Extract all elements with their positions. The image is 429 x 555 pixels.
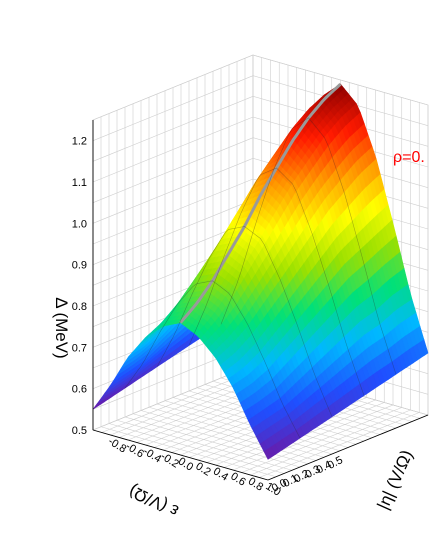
grid-line bbox=[92, 199, 254, 265]
annotation-label: ρ=0. bbox=[393, 149, 425, 166]
y-axis-line bbox=[267, 414, 429, 481]
z-tick-label: 0.9 bbox=[72, 260, 87, 272]
z-tick-label: 0.8 bbox=[72, 301, 87, 313]
grid-line bbox=[148, 406, 325, 458]
contour-line bbox=[220, 117, 397, 375]
x-axis-title: ε (V/Ω) bbox=[126, 481, 182, 520]
grid-line bbox=[92, 75, 254, 141]
grid-line bbox=[108, 423, 285, 474]
grid-line bbox=[92, 158, 254, 224]
z-tick-label: 0.6 bbox=[72, 384, 87, 396]
grid-line bbox=[92, 116, 254, 183]
contour-line bbox=[156, 226, 333, 417]
surface-patch bbox=[263, 448, 272, 460]
grid-line bbox=[92, 178, 254, 245]
contour-line bbox=[124, 280, 301, 439]
grid-line bbox=[252, 54, 429, 106]
grid-line bbox=[140, 410, 317, 461]
axes bbox=[92, 120, 429, 481]
y-axis-title: |η| (V/Ω) bbox=[373, 447, 416, 512]
z-tick-label: 1.0 bbox=[72, 218, 87, 230]
z-tick-label: 0.5 bbox=[72, 425, 87, 437]
z-tick-label: 0.7 bbox=[72, 342, 87, 354]
ridge-line bbox=[179, 83, 342, 324]
grid-line bbox=[124, 416, 301, 468]
grid-line bbox=[156, 403, 333, 455]
z-axis-title: Δ (MeV) bbox=[52, 297, 71, 358]
grid-line bbox=[116, 419, 293, 471]
grid-line bbox=[92, 96, 254, 162]
grid-line bbox=[100, 426, 277, 478]
contour-line bbox=[188, 167, 365, 396]
grid-line bbox=[92, 54, 254, 121]
grid-line bbox=[92, 137, 254, 203]
x-axis-line bbox=[92, 429, 269, 481]
z-tick-label: 1.2 bbox=[72, 136, 87, 148]
grid-line bbox=[132, 413, 309, 465]
surface-mesh bbox=[92, 83, 429, 460]
z-tick-label: 1.1 bbox=[72, 177, 87, 189]
